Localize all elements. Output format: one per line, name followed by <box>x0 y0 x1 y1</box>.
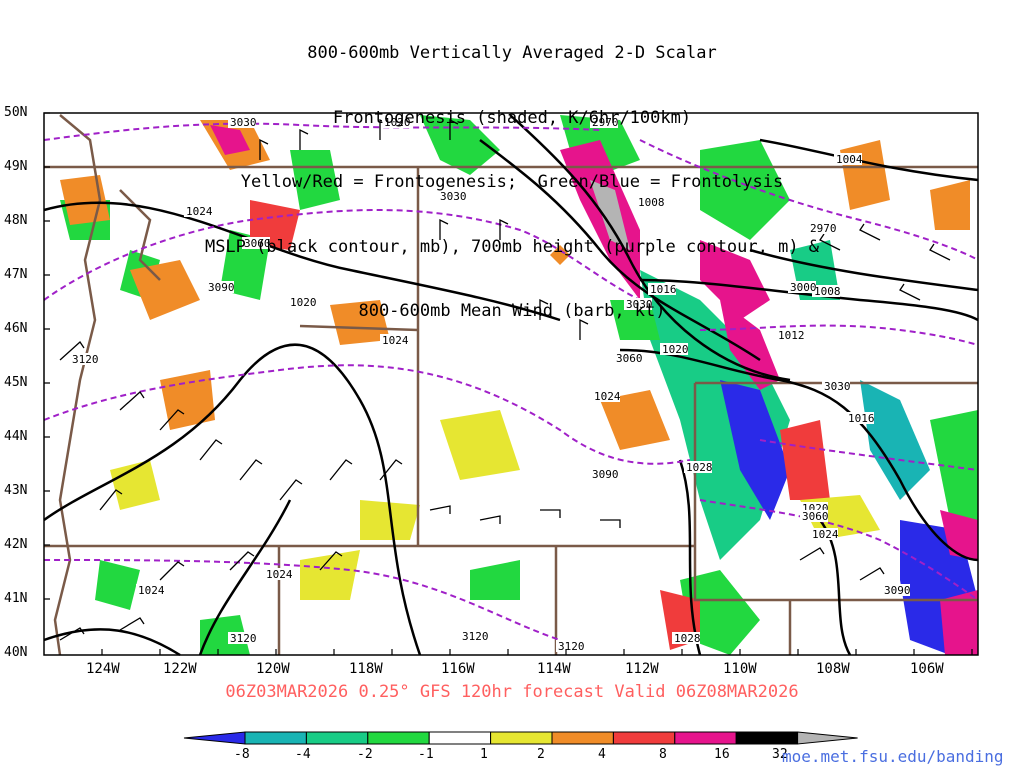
map-title: 800-600mb Vertically Averaged 2-D Scalar… <box>0 0 1024 344</box>
height-labels: 3030 2970 3030 3060 3090 3120 3030 3060 … <box>70 116 911 653</box>
svg-text:3030: 3030 <box>824 380 851 393</box>
svg-text:1024: 1024 <box>138 584 165 597</box>
svg-text:1016: 1016 <box>848 412 875 425</box>
svg-text:1028: 1028 <box>674 632 701 645</box>
svg-text:3060: 3060 <box>802 510 829 523</box>
forecast-valid-line: 06Z03MAR2026 0.25° GFS 120hr forecast Va… <box>225 682 799 702</box>
lat-label: 43N <box>4 483 28 498</box>
colorbar-label: -1 <box>418 747 434 762</box>
title-line: Yellow/Red = Frontogenesis; Green/Blue =… <box>240 172 784 192</box>
lat-label: 40N <box>4 645 28 660</box>
svg-text:1012: 1012 <box>778 329 805 342</box>
lat-label: 47N <box>4 267 28 282</box>
colorbar-label: 2 <box>537 747 545 762</box>
svg-text:2970: 2970 <box>592 116 619 129</box>
lon-label: 110W <box>723 661 757 677</box>
lon-label: 122W <box>163 661 197 677</box>
lat-label: 46N <box>4 321 28 336</box>
svg-text:1024: 1024 <box>382 334 409 347</box>
colorbar-label: 4 <box>598 747 606 762</box>
wind-barbs <box>59 118 951 641</box>
lon-label: 108W <box>816 661 850 677</box>
lon-label: 124W <box>86 661 120 677</box>
svg-text:3120: 3120 <box>462 630 489 643</box>
lon-label: 114W <box>537 661 571 677</box>
svg-text:1024: 1024 <box>186 205 213 218</box>
svg-text:1008: 1008 <box>638 196 665 209</box>
lat-label: 41N <box>4 591 28 606</box>
svg-text:3000: 3000 <box>790 281 817 294</box>
svg-text:3030: 3030 <box>626 298 653 311</box>
mslp-labels: 1020 1024 1020 1024 1008 1016 1020 1004 … <box>136 116 875 645</box>
colorbar-label: 1 <box>480 747 488 762</box>
colorbar-label: 16 <box>714 747 730 762</box>
title-line: 800-600mb Mean Wind (barb, kt) <box>358 301 666 321</box>
svg-text:3120: 3120 <box>558 640 585 653</box>
colorbar-label: -4 <box>295 747 311 762</box>
svg-text:1024: 1024 <box>266 568 293 581</box>
colorbar-label: 32 <box>772 747 788 762</box>
svg-text:3120: 3120 <box>230 632 257 645</box>
svg-text:3060: 3060 <box>244 237 271 250</box>
map-frame <box>43 112 979 656</box>
lon-label: 120W <box>256 661 290 677</box>
title-line: 800-600mb Vertically Averaged 2-D Scalar <box>307 43 717 63</box>
svg-text:1016: 1016 <box>650 283 677 296</box>
svg-text:1020: 1020 <box>290 296 317 309</box>
svg-text:1020: 1020 <box>384 116 411 129</box>
svg-text:1024: 1024 <box>812 528 839 541</box>
svg-text:1004: 1004 <box>836 153 863 166</box>
svg-text:1028: 1028 <box>686 461 713 474</box>
svg-text:1020: 1020 <box>662 343 689 356</box>
svg-text:3090: 3090 <box>208 281 235 294</box>
svg-text:3090: 3090 <box>884 584 911 597</box>
lat-label: 48N <box>4 213 28 228</box>
colorbar-label: -2 <box>357 747 373 762</box>
svg-text:3030: 3030 <box>440 190 467 203</box>
colorbar-label: -8 <box>234 747 250 762</box>
svg-text:1008: 1008 <box>814 285 841 298</box>
lat-label: 49N <box>4 159 28 174</box>
svg-text:1024: 1024 <box>594 390 621 403</box>
colorbar-label: 8 <box>659 747 667 762</box>
lon-label: 112W <box>625 661 659 677</box>
svg-text:3120: 3120 <box>72 353 99 366</box>
credit-link[interactable]: moe.met.fsu.edu/banding <box>782 747 1004 766</box>
mslp-contours <box>43 114 979 657</box>
svg-text:3090: 3090 <box>592 468 619 481</box>
lat-label: 44N <box>4 429 28 444</box>
lat-label: 50N <box>4 105 28 120</box>
lat-label: 45N <box>4 375 28 390</box>
lat-label: 42N <box>4 537 28 552</box>
lon-label: 106W <box>910 661 944 677</box>
height-contours <box>43 122 979 641</box>
axis-ticks <box>44 112 973 655</box>
svg-text:3060: 3060 <box>616 352 643 365</box>
lon-label: 116W <box>441 661 475 677</box>
lon-label: 118W <box>349 661 383 677</box>
title-line: MSLP (black contour, mb), 700mb height (… <box>204 236 820 257</box>
title-line: Frontogenesis (shaded, K/6hr/100km) <box>332 107 692 128</box>
svg-text:2970: 2970 <box>810 222 837 235</box>
svg-text:3030: 3030 <box>230 116 257 129</box>
